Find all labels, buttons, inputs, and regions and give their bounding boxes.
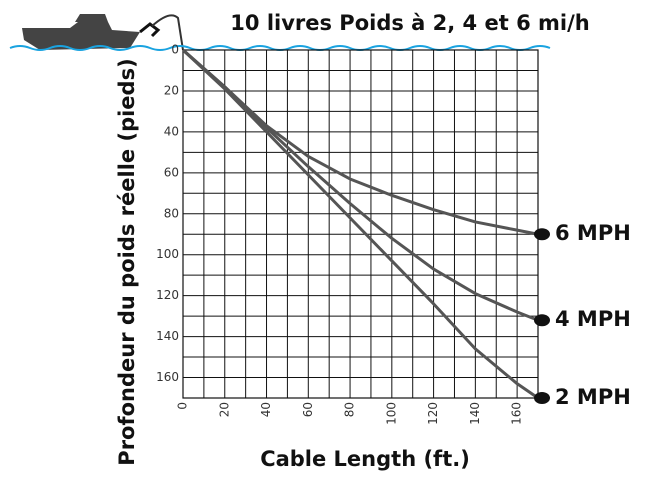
boat-icon [22, 14, 184, 51]
x-tick-label: 120 [426, 402, 440, 425]
y-tick-label: 0 [171, 43, 179, 57]
x-tick-label: 40 [259, 402, 273, 417]
series-line [182, 48, 539, 236]
weight-marker [534, 314, 550, 327]
y-axis-label: Profondeur du poids réelle (pieds) [115, 58, 139, 465]
x-tick-label: 160 [510, 402, 524, 425]
y-tick-label: 60 [164, 165, 179, 179]
x-tick-label: 60 [301, 402, 315, 417]
chart-title: 10 livres Poids à 2, 4 et 6 mi/h [230, 11, 589, 35]
series-line [181, 48, 539, 400]
y-tick-label: 100 [156, 247, 179, 261]
x-tick-label: 100 [384, 402, 398, 425]
y-tick-label: 40 [164, 124, 179, 138]
y-tick-label: 80 [164, 206, 179, 220]
y-tick-label: 20 [164, 83, 179, 97]
weight-marker [534, 228, 550, 241]
y-tick-label: 160 [156, 370, 179, 384]
y-tick-label: 140 [156, 329, 179, 343]
x-tick-label: 0 [176, 402, 190, 410]
weight-marker [534, 392, 550, 404]
series-label: 2 MPH [555, 385, 631, 409]
series-label: 6 MPH [555, 221, 631, 245]
x-tick-label: 140 [468, 402, 482, 425]
series-label: 4 MPH [555, 307, 631, 331]
series-line [182, 48, 539, 322]
x-axis-label: Cable Length (ft.) [260, 447, 470, 471]
x-tick-label: 80 [343, 402, 357, 417]
y-tick-label: 120 [156, 288, 179, 302]
x-tick-label: 20 [217, 402, 231, 417]
